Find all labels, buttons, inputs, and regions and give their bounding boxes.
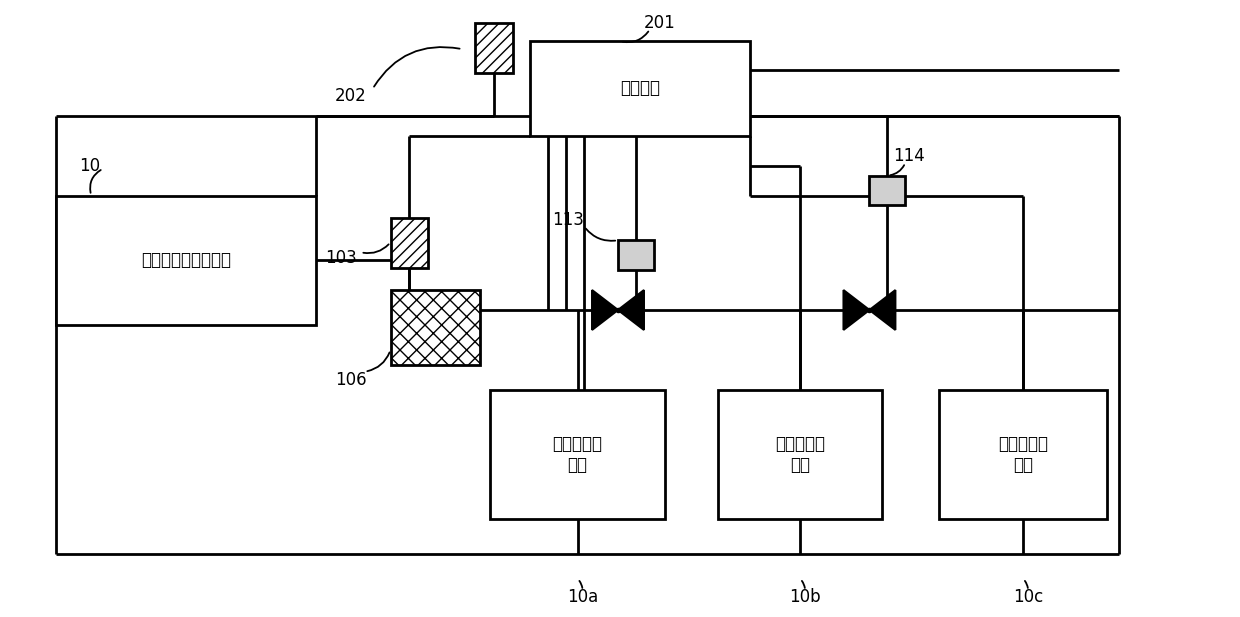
Polygon shape [618, 290, 644, 330]
Bar [618, 240, 653, 270]
Bar [56, 196, 316, 325]
Polygon shape [843, 290, 869, 330]
Polygon shape [591, 290, 618, 330]
Text: 113: 113 [552, 212, 584, 230]
Text: 114: 114 [894, 147, 925, 165]
Text: 103: 103 [325, 249, 357, 267]
Text: 第一级加热
系统: 第一级加热 系统 [553, 435, 603, 474]
Text: 201: 201 [644, 14, 676, 32]
Text: 10a: 10a [567, 588, 598, 606]
Bar [391, 218, 429, 268]
Text: 热量产生及输送系统: 热量产生及输送系统 [141, 251, 231, 269]
Text: 控制系统: 控制系统 [620, 80, 660, 97]
Bar [939, 389, 1107, 519]
Bar [391, 290, 480, 365]
Text: 10: 10 [78, 157, 99, 175]
Polygon shape [869, 290, 895, 330]
Bar [475, 23, 513, 73]
Bar [869, 176, 905, 205]
Text: 10c: 10c [1013, 588, 1043, 606]
Text: 第二级加热
系统: 第二级加热 系统 [775, 435, 825, 474]
Bar [718, 389, 883, 519]
Text: 106: 106 [335, 371, 366, 389]
Text: 10b: 10b [790, 588, 821, 606]
Bar [531, 41, 750, 136]
Text: 第三级加热
系统: 第三级加热 系统 [998, 435, 1048, 474]
Bar [490, 389, 665, 519]
Text: 202: 202 [335, 87, 367, 105]
